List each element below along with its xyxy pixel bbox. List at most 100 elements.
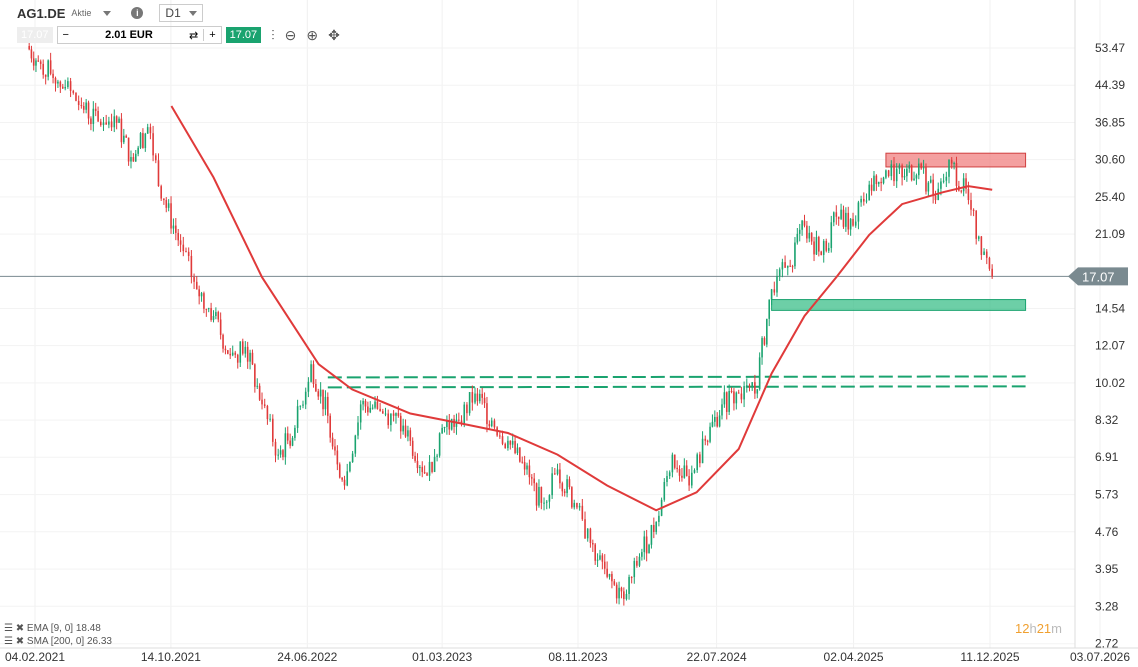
candle-body	[351, 453, 354, 463]
candle-body	[251, 352, 254, 365]
candle-body	[57, 81, 59, 84]
candle-body	[528, 465, 531, 478]
candle-body	[778, 269, 781, 277]
candle-body	[681, 475, 683, 478]
candle-body	[217, 312, 220, 320]
candle-body	[852, 218, 854, 226]
candle-body	[514, 441, 516, 454]
candle-body	[559, 469, 561, 484]
candle-body	[307, 381, 310, 392]
candle-body	[431, 461, 433, 472]
candle-body	[962, 178, 965, 192]
candle-body	[761, 338, 763, 358]
candle-body	[289, 440, 291, 446]
candle-body	[294, 427, 296, 438]
candle-body	[880, 181, 882, 184]
candle-body	[940, 181, 942, 189]
candle-body	[105, 122, 107, 125]
candle-body	[798, 229, 801, 234]
quantity-input[interactable]: 2.01 EUR	[105, 29, 153, 41]
candle-body	[493, 420, 496, 428]
candle-body	[244, 346, 247, 354]
candle-body	[556, 469, 559, 475]
sell-button[interactable]: 17.07	[17, 27, 53, 43]
sma-label: SMA [200, 0] 26.33	[26, 636, 112, 647]
indicator-ema[interactable]: ☰ ✖ EMA [9, 0] 18.48	[4, 623, 101, 634]
timeframe-select[interactable]: D1	[159, 4, 204, 22]
y-tick-label: 30.60	[1095, 153, 1125, 167]
y-tick-label: 53.47	[1095, 41, 1125, 55]
candle-body	[885, 170, 887, 178]
candle-body	[934, 195, 937, 201]
candle-body	[274, 441, 277, 456]
candle-body	[980, 236, 983, 255]
minus-button[interactable]: −	[62, 29, 69, 41]
candle-body	[756, 389, 759, 394]
candle-body	[573, 502, 576, 508]
indicator-sma[interactable]: ☰ ✖ SMA [200, 0] 26.33	[4, 636, 112, 647]
candle-body	[130, 157, 132, 162]
candle-body	[490, 420, 493, 427]
candle-body	[868, 184, 871, 201]
candle-body	[668, 472, 671, 477]
candle-body	[266, 405, 269, 420]
candle-body	[30, 49, 33, 59]
candle-body	[985, 251, 988, 258]
candle-body	[521, 461, 524, 463]
candle-body	[991, 268, 993, 277]
candle-body	[177, 232, 180, 241]
candle-body	[628, 576, 630, 594]
candle-body	[690, 472, 693, 486]
candle-body	[786, 265, 789, 268]
candle-body	[576, 502, 578, 508]
candle-body	[319, 389, 322, 397]
candle-body	[551, 473, 553, 496]
info-icon[interactable]: i	[131, 7, 144, 19]
plus-button[interactable]: +	[203, 29, 220, 41]
candle-body	[224, 348, 227, 351]
candle-body	[716, 416, 719, 427]
candle-body	[146, 127, 149, 134]
zoom-in-icon[interactable]: ⊕	[306, 26, 319, 43]
symbol[interactable]: AG1.DE	[17, 5, 66, 21]
candle-body	[540, 486, 543, 503]
horizontal-level-line	[327, 375, 1026, 379]
candle-body	[187, 251, 190, 256]
timer-h: h	[1029, 621, 1037, 636]
candle-body	[893, 164, 895, 182]
candle-body	[882, 177, 885, 184]
candle-body	[67, 81, 69, 87]
candle-body	[820, 251, 823, 255]
zoom-out-icon[interactable]: ⊖	[284, 26, 297, 43]
candle-body	[599, 555, 601, 560]
chevron-down-icon[interactable]	[103, 10, 112, 16]
timeframe-value: D1	[165, 6, 181, 20]
candle-body	[625, 593, 628, 600]
candle-body	[474, 393, 476, 403]
candle-body	[441, 427, 443, 434]
chart-type-icon[interactable]: ⫶	[271, 26, 275, 43]
candle-body	[392, 413, 395, 416]
candle-body	[127, 137, 130, 162]
candle-body	[511, 441, 514, 445]
quantity-stepper[interactable]: − 2.01 EUR ⇄ +	[56, 26, 222, 44]
candle-body	[835, 212, 838, 217]
pan-icon[interactable]: ✥	[328, 26, 340, 43]
candle-body	[847, 212, 850, 230]
candle-body	[32, 58, 35, 66]
candle-body	[44, 74, 47, 77]
y-tick-label: 2.72	[1095, 637, 1119, 651]
buy-button[interactable]: 17.07	[225, 27, 262, 43]
support-zone	[771, 299, 1027, 311]
candle-body	[167, 203, 170, 208]
candle-body	[822, 241, 825, 255]
candle-body	[840, 209, 842, 219]
candle-body	[175, 225, 177, 233]
candle-body	[359, 404, 362, 423]
candle-body	[327, 396, 329, 416]
candle-body	[269, 418, 271, 420]
candle-body	[387, 413, 390, 426]
swap-icon[interactable]: ⇄	[188, 29, 199, 42]
candle-body	[160, 186, 162, 199]
